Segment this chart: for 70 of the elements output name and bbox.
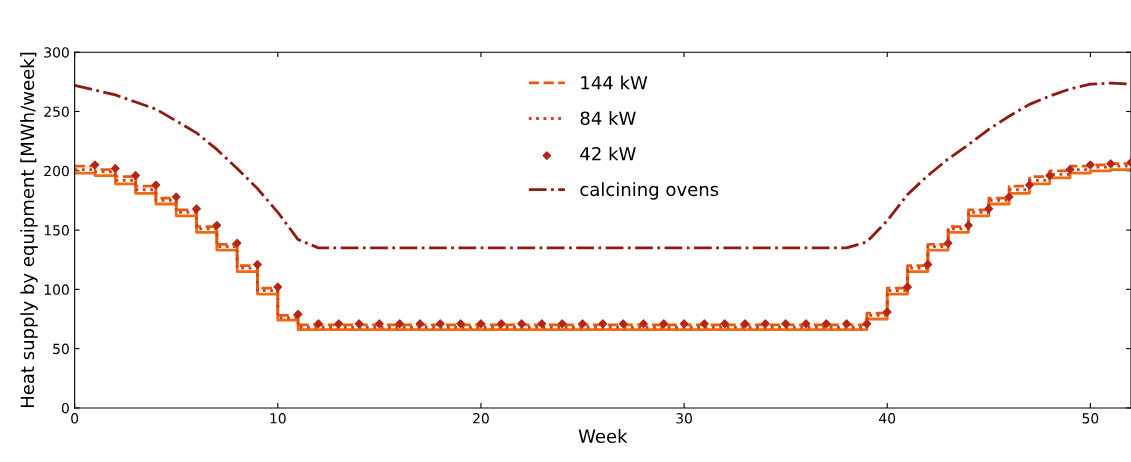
point xyxy=(984,204,994,214)
point xyxy=(110,164,120,173)
point xyxy=(1086,160,1095,170)
point xyxy=(720,319,730,329)
y-tick-label: 250 xyxy=(44,106,69,117)
point xyxy=(374,319,384,329)
point xyxy=(415,319,425,329)
y-tick-label: 150 xyxy=(44,225,69,236)
point xyxy=(923,260,933,269)
point xyxy=(131,171,140,180)
point xyxy=(171,192,181,202)
point xyxy=(679,319,689,329)
legend-label: 42 kW xyxy=(580,146,636,161)
point xyxy=(659,319,669,329)
point xyxy=(1004,192,1014,202)
point xyxy=(821,319,831,329)
x-tick-label: 50 xyxy=(1082,413,1099,424)
point xyxy=(557,319,567,329)
point xyxy=(781,319,791,329)
point xyxy=(537,319,547,329)
point xyxy=(842,319,851,329)
point xyxy=(598,319,608,329)
x-axis-title: Week xyxy=(578,429,628,443)
point xyxy=(314,319,323,329)
point xyxy=(700,319,709,329)
point xyxy=(232,238,242,248)
x-tick-label: 10 xyxy=(270,413,286,424)
point xyxy=(760,319,770,329)
point xyxy=(1065,165,1075,174)
legend-label: calcining ovens xyxy=(580,182,719,200)
x-tick-label: 0 xyxy=(71,413,79,424)
point xyxy=(435,319,445,329)
point xyxy=(476,319,486,329)
y-tick-label: 100 xyxy=(44,284,69,295)
point xyxy=(1025,180,1034,190)
legend-label: 84 kW xyxy=(580,111,636,126)
point xyxy=(517,319,526,329)
y-tick-label: 300 xyxy=(44,47,69,58)
x-tick-label: 30 xyxy=(676,413,692,424)
y-tick-label: 50 xyxy=(53,343,69,355)
point xyxy=(293,309,303,319)
point xyxy=(496,319,506,329)
point xyxy=(618,319,628,329)
point xyxy=(740,319,750,329)
point xyxy=(334,319,344,329)
y-axis-title: Heat supply by equipment [MWh/week] xyxy=(20,52,38,408)
point xyxy=(801,319,811,329)
point xyxy=(354,319,364,329)
x-tick-label: 20 xyxy=(473,413,489,424)
point xyxy=(395,319,405,329)
point xyxy=(456,319,465,329)
legend-label: 144 kW xyxy=(581,75,648,90)
point xyxy=(253,260,262,269)
point xyxy=(903,282,912,292)
point xyxy=(578,319,587,329)
point xyxy=(151,180,161,190)
x-tick-label: 40 xyxy=(879,413,896,424)
point xyxy=(273,282,283,292)
point xyxy=(192,204,201,214)
point xyxy=(1045,171,1055,180)
point xyxy=(964,220,973,230)
point xyxy=(943,238,953,248)
point xyxy=(212,220,222,230)
point xyxy=(882,307,892,317)
point xyxy=(90,160,100,170)
point xyxy=(639,319,648,329)
point xyxy=(862,319,872,329)
y-tick-label: 0 xyxy=(61,402,69,414)
y-tick-label: 200 xyxy=(44,165,69,177)
point xyxy=(1106,159,1116,169)
